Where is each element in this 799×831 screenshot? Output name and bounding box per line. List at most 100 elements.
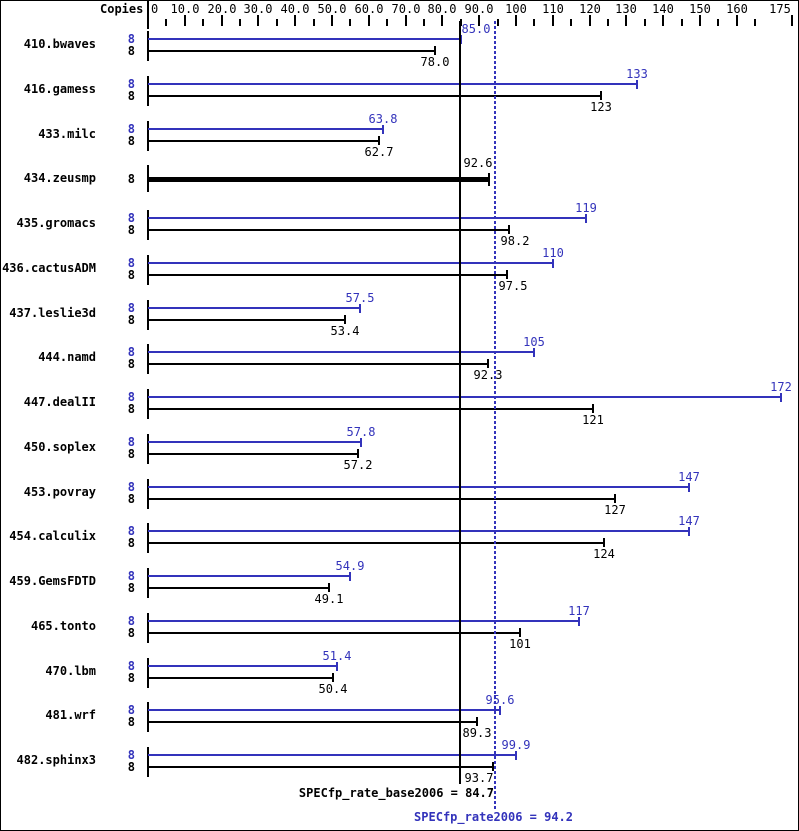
bar-start-tick xyxy=(147,747,149,777)
base-value-label: 53.4 xyxy=(330,324,360,338)
base-value-label: 78.0 xyxy=(420,55,450,69)
base-bar xyxy=(148,632,520,634)
copies-value: 8 xyxy=(127,223,135,237)
axis-major-tick xyxy=(625,15,627,26)
axis-minor-tick xyxy=(202,19,204,26)
bar-start-tick xyxy=(147,210,149,240)
copies-value: 8 xyxy=(127,32,135,46)
axis-minor-tick xyxy=(497,19,499,26)
peak-value-label: 147 xyxy=(678,470,700,484)
copies-value: 8 xyxy=(127,614,135,628)
benchmark-label: 437.leslie3d xyxy=(9,306,96,320)
axis-major-tick xyxy=(368,15,370,26)
axis-minor-tick xyxy=(570,19,572,26)
axis-minor-tick xyxy=(717,19,719,26)
copies-value: 8 xyxy=(127,492,135,506)
base-bar-endcap xyxy=(592,404,594,413)
copies-value: 8 xyxy=(127,122,135,136)
axis-major-tick xyxy=(791,15,793,26)
peak-bar-endcap xyxy=(533,348,535,357)
base-bar-endcap xyxy=(519,628,521,637)
peak-value-label: 147 xyxy=(678,514,700,528)
base-bar xyxy=(148,453,358,455)
copies-value: 8 xyxy=(127,435,135,449)
bar-start-tick xyxy=(147,434,149,464)
axis-major-tick xyxy=(184,15,186,26)
axis-minor-tick xyxy=(533,19,535,26)
peak-value-label: 99.9 xyxy=(501,738,531,752)
base-bar-endcap xyxy=(378,136,380,145)
benchmark-label: 444.namd xyxy=(38,350,96,364)
peak-bar xyxy=(148,486,689,488)
axis-tick-label: 80.0 xyxy=(427,2,457,16)
bar-start-tick xyxy=(147,76,149,106)
peak-bar-endcap xyxy=(336,662,338,671)
peak-value-label: 51.4 xyxy=(322,649,352,663)
axis-tick-label: 10.0 xyxy=(170,2,200,16)
benchmark-label: 453.povray xyxy=(23,485,96,499)
peak-value-label: 85.0 xyxy=(461,22,491,36)
axis-tick-label: 140 xyxy=(652,2,674,16)
copies-value: 8 xyxy=(127,301,135,315)
peak-value-label: 57.8 xyxy=(346,425,376,439)
base-value-label: 124 xyxy=(593,547,615,561)
bar-start-tick xyxy=(147,479,149,509)
axis-major-tick xyxy=(699,15,701,26)
benchmark-label: 465.tonto xyxy=(30,619,96,633)
base-bar xyxy=(148,363,488,365)
peak-value-label: 54.9 xyxy=(335,559,365,573)
axis-minor-tick xyxy=(313,19,315,26)
axis-major-tick xyxy=(441,15,443,26)
benchmark-label: 433.milc xyxy=(38,127,96,141)
peak-bar xyxy=(148,396,781,398)
axis-tick-label: 90.0 xyxy=(464,2,494,16)
axis-minor-tick xyxy=(239,19,241,26)
axis-major-tick xyxy=(405,15,407,26)
base-bar-endcap xyxy=(344,315,346,324)
copies-value: 8 xyxy=(127,345,135,359)
peak-bar-endcap xyxy=(360,438,362,447)
copies-value: 8 xyxy=(127,659,135,673)
peak-bar xyxy=(148,351,534,353)
peak-bar-endcap xyxy=(499,706,501,715)
axis-major-tick xyxy=(736,15,738,26)
peak-bar-endcap xyxy=(460,35,462,44)
axis-tick-label: 130 xyxy=(615,2,637,16)
base-value-label: 93.7 xyxy=(464,771,494,785)
axis-tick-label: 100 xyxy=(505,2,527,16)
axis-major-tick xyxy=(221,15,223,26)
copies-column-header: Copies xyxy=(100,2,144,16)
axis-major-tick xyxy=(662,15,664,26)
base-value-label: 121 xyxy=(582,413,604,427)
peak-bar-endcap xyxy=(349,572,351,581)
bar-start-tick xyxy=(147,658,149,688)
base-value-label: 123 xyxy=(590,100,612,114)
base-bar xyxy=(148,274,507,276)
copies-value: 8 xyxy=(127,134,135,148)
combined-bar-endcap xyxy=(488,173,490,186)
base-bar-endcap xyxy=(328,583,330,592)
copies-value: 8 xyxy=(127,671,135,685)
copies-value: 8 xyxy=(127,402,135,416)
peak-value-label: 119 xyxy=(575,201,597,215)
copies-value: 8 xyxy=(127,581,135,595)
peak-bar-endcap xyxy=(585,214,587,223)
benchmark-label: 436.cactusADM xyxy=(2,261,96,275)
base-bar-endcap xyxy=(357,449,359,458)
copies-value: 8 xyxy=(127,357,135,371)
axis-major-tick xyxy=(257,15,259,26)
benchmark-label: 447.dealII xyxy=(23,395,96,409)
bar-start-tick xyxy=(147,523,149,553)
axis-minor-tick xyxy=(754,19,756,26)
base-bar xyxy=(148,50,435,52)
axis-major-tick xyxy=(294,15,296,26)
axis-zero-line xyxy=(147,1,149,29)
base-value-label: 49.1 xyxy=(314,592,344,606)
copies-value: 8 xyxy=(127,715,135,729)
base-bar-endcap xyxy=(603,538,605,547)
bar-start-tick xyxy=(147,121,149,151)
axis-tick-label: 70.0 xyxy=(391,2,421,16)
base-bar-endcap xyxy=(506,270,508,279)
benchmark-label: 416.gamess xyxy=(23,82,96,96)
peak-bar xyxy=(148,217,586,219)
